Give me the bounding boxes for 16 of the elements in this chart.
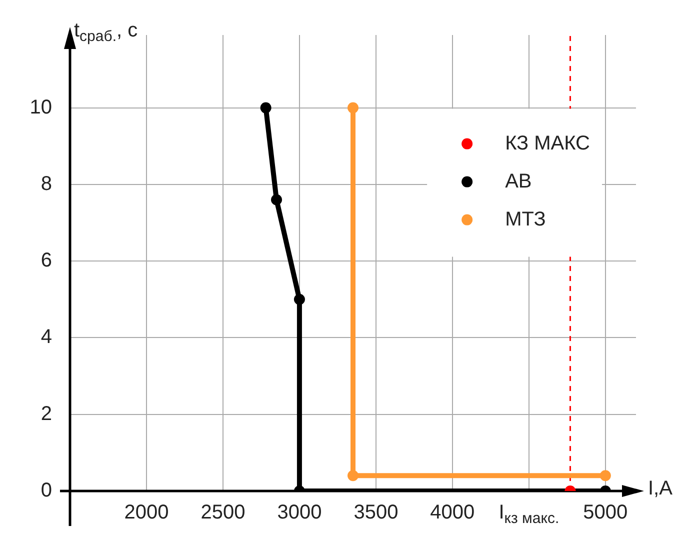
x-tick-label: 5000 (583, 502, 628, 524)
x-tick-label: 3500 (354, 502, 398, 524)
x-axis-title: I,A (648, 478, 674, 500)
x-tick-label: 2000 (124, 502, 169, 524)
y-tick-label: 2 (40, 402, 52, 425)
x-tick-label: 3000 (277, 502, 322, 524)
y-tick-label: 10 (30, 96, 52, 118)
x-tick-label: 4000 (430, 502, 475, 524)
y-tick-label: 6 (40, 250, 52, 272)
legend-label: АВ (505, 170, 532, 192)
legend-label: КЗ МАКС (505, 132, 590, 154)
y-tick-label: 4 (40, 326, 52, 348)
y-tick-label: 0 (40, 480, 52, 502)
y-tick-label: 8 (40, 172, 52, 195)
legend-label: МТЗ (505, 208, 546, 230)
x-tick-label: 2500 (200, 502, 246, 524)
